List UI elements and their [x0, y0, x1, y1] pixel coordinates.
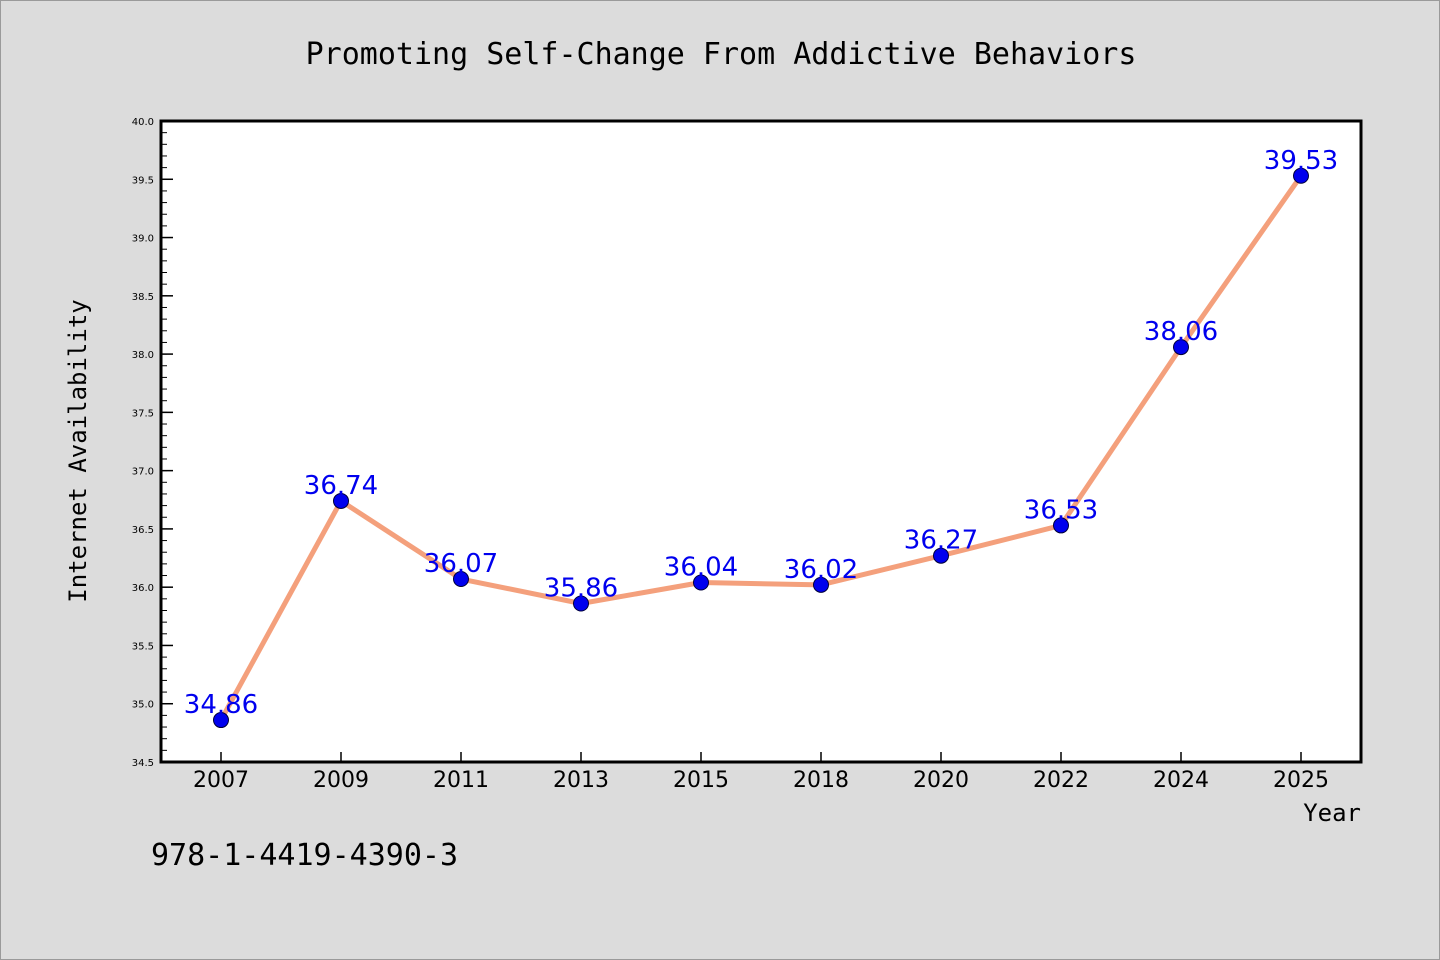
x-tick-label: 2022: [1033, 768, 1089, 793]
x-tick-label: 2025: [1273, 768, 1329, 793]
x-axis: 2007 2009 2011 2013 2015 2018 2020 2022 2024 2025: [193, 752, 1329, 793]
y-tick-label: 36.5: [132, 525, 154, 536]
y-tick-label: 37.0: [132, 467, 154, 478]
series-line: [218, 173, 1304, 723]
y-tick-label: 37.5: [132, 408, 154, 419]
y-axis: 34.5 35.0 35.5 36.0 36.5 37.0 37.5 38.0 38.5 39.0…: [132, 117, 173, 769]
data-point: [813, 576, 829, 593]
y-tick-label: 35.0: [132, 700, 154, 711]
x-tick-label: 2007: [193, 768, 249, 793]
chart-title: Promoting Self-Change From Addictive Beh…: [306, 37, 1137, 72]
data-point: [333, 492, 349, 509]
y-tick-label: 34.5: [132, 758, 154, 769]
x-tick-label: 2013: [553, 768, 609, 793]
y-axis-label: Internet Availability: [64, 299, 92, 602]
data-point: [213, 712, 229, 729]
data-label: 36.07: [424, 549, 498, 579]
data-label: 35.86: [544, 573, 618, 603]
y-tick-label: 38.5: [132, 292, 154, 303]
x-tick-label: 2015: [673, 768, 729, 793]
data-point: [1053, 517, 1069, 534]
x-tick-label: 2018: [793, 768, 849, 793]
isbn-label: 978-1-4419-4390-3: [151, 838, 458, 873]
data-label: 36.53: [1024, 495, 1098, 525]
x-tick-label: 2020: [913, 768, 969, 793]
x-tick-label: 2024: [1153, 768, 1209, 793]
y-tick-label: 35.5: [132, 641, 154, 652]
data-label: 39.53: [1264, 146, 1338, 176]
data-point: [573, 595, 589, 612]
data-label: 38.06: [1144, 317, 1218, 347]
data-point: [453, 571, 469, 588]
data-label: 36.04: [664, 553, 738, 583]
y-tick-label: 36.0: [132, 583, 154, 594]
data-point: [1173, 339, 1189, 356]
x-tick-label: 2009: [313, 768, 369, 793]
y-tick-label: 39.5: [132, 175, 154, 186]
data-point: [933, 547, 949, 564]
data-label: 36.27: [904, 526, 978, 556]
y-tick-label: 40.0: [132, 117, 154, 128]
y-tick-label: 38.0: [132, 350, 154, 361]
data-label: 36.02: [784, 555, 858, 585]
y-tick-label: 39.0: [132, 234, 154, 245]
data-point: [693, 574, 709, 591]
series-markers: [213, 167, 1309, 729]
data-labels: 34.86 36.74 36.07 35.86 36.04 36.02 36.27 36.53…: [184, 146, 1338, 720]
plot-area: [159, 119, 1363, 764]
data-label: 36.74: [304, 471, 378, 501]
x-tick-label: 2011: [433, 768, 489, 793]
data-label: 34.86: [184, 690, 258, 720]
x-axis-label: Year: [1303, 799, 1361, 827]
data-point: [1293, 167, 1309, 184]
